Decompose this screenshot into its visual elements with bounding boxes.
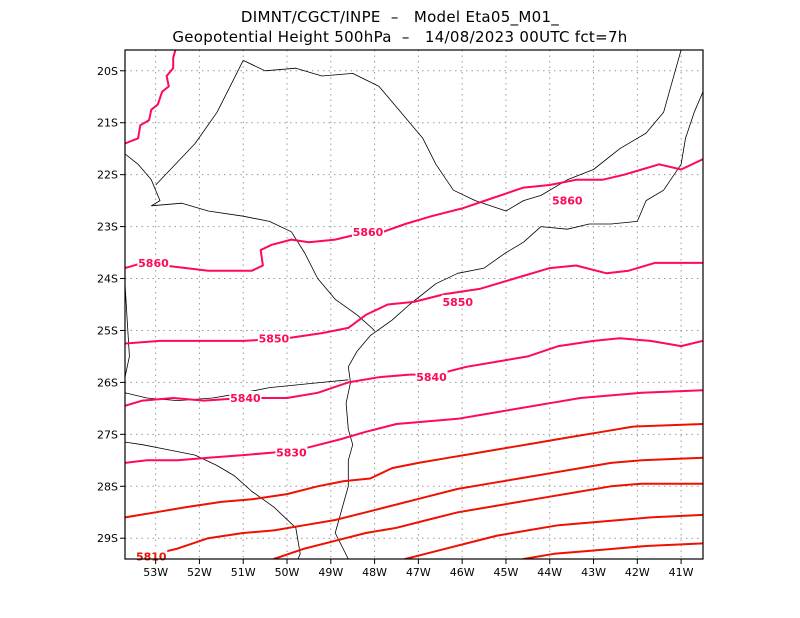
y-tick-label: 22S (97, 169, 118, 182)
contour-line (522, 542, 703, 559)
border-sao-paulo-parana-border (151, 202, 375, 331)
x-tick-label: 47W (406, 566, 431, 579)
contour-label-bg (137, 255, 170, 269)
y-tick-label: 24S (97, 273, 118, 286)
y-tick-label: 25S (97, 324, 118, 337)
border-santa-catarina-rio-grande-border (125, 441, 301, 559)
contour-label: 5810 (136, 550, 167, 563)
contour-line (137, 456, 703, 559)
y-tick-label: 21S (97, 117, 118, 130)
x-tick-label: 50W (275, 566, 300, 579)
contour-line (125, 389, 703, 464)
title-line-2: Geopotential Height 500hPa – 14/08/2023 … (172, 28, 628, 46)
x-tick-label: 44W (537, 566, 562, 579)
contour-label-bg (352, 224, 385, 238)
contour-label-bg (415, 370, 448, 384)
title-line-1: DIMNT/CGCT/INPE – Model Eta05_M01_ (240, 8, 560, 26)
contour-label: 5860 (552, 195, 583, 208)
x-tick-label: 43W (581, 566, 606, 579)
plot-frame (124, 49, 704, 560)
contour-line (125, 423, 703, 519)
y-tick-label: 29S (97, 532, 118, 545)
contour-label: 5860 (138, 257, 169, 270)
contour-label: 5840 (416, 371, 447, 384)
contour-label: 5830 (276, 447, 307, 460)
y-tick-label: 26S (97, 376, 118, 389)
y-tick-label: 28S (97, 480, 118, 493)
grid-lines (125, 50, 703, 559)
contour-label: 5840 (230, 392, 261, 405)
contour-lines (125, 50, 703, 559)
political-borders (125, 50, 703, 559)
x-tick-label: 41W (669, 566, 694, 579)
contour-label-bg (229, 390, 262, 404)
contour-line (404, 513, 703, 559)
x-tick-label: 49W (318, 566, 343, 579)
contour-label-bg (551, 193, 584, 207)
contour-line (125, 158, 703, 272)
x-tick-label: 48W (362, 566, 387, 579)
y-axis-ticks: 20S 21S 22S 23S 24S 25S 26S 27S 28S 29S (97, 65, 125, 545)
contour-label: 5850 (442, 296, 473, 309)
x-tick-label: 51W (231, 566, 256, 579)
contour-line (125, 261, 703, 345)
contour-label-bg (441, 294, 474, 308)
y-tick-label: 20S (97, 65, 118, 78)
border-mato-grosso-do-sul-border (125, 153, 161, 207)
x-axis-ticks: 53W 52W 51W 50W 49W 48W 47W 46W 45W 44W 43W 42W 41W (143, 559, 694, 579)
x-tick-label: 42W (625, 566, 650, 579)
y-tick-label: 27S (97, 428, 118, 441)
x-tick-label: 45W (494, 566, 519, 579)
contour-line (272, 482, 703, 559)
border-coastline (334, 91, 703, 559)
x-tick-label: 53W (143, 566, 168, 579)
contour-labels: 5860 5860 5860 5850 5850 5840 5840 5830 5810 (135, 193, 584, 563)
contour-label: 5850 (259, 332, 290, 345)
border-minas-sao-paulo-north (155, 60, 244, 186)
border-minas-gerais-border (243, 50, 682, 212)
y-tick-label: 23S (97, 221, 118, 234)
contour-label-bg (275, 445, 308, 459)
contour-label: 5860 (353, 226, 384, 239)
contour-label-bg (257, 331, 290, 345)
x-tick-label: 46W (450, 566, 475, 579)
x-tick-label: 52W (187, 566, 212, 579)
border-paraguay-border (125, 283, 130, 378)
contour-line (125, 50, 177, 145)
